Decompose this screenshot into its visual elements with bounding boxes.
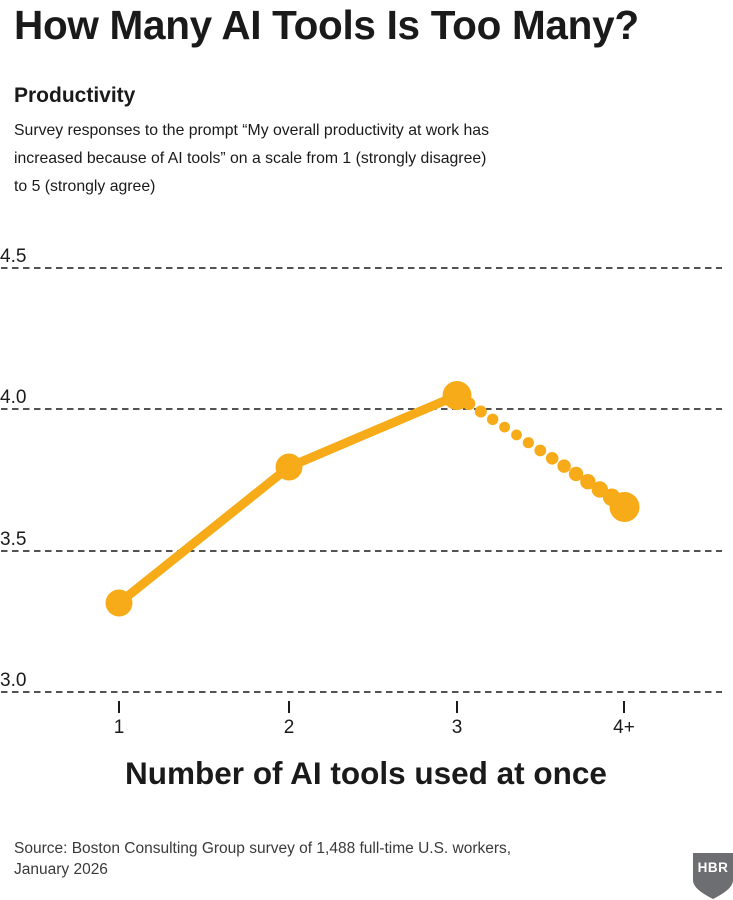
svg-text:4+: 4+ [613,717,635,738]
svg-text:2: 2 [284,717,295,738]
svg-text:HBR: HBR [698,860,729,875]
svg-text:1: 1 [114,717,125,738]
svg-text:3.5: 3.5 [0,529,26,550]
svg-text:4.5: 4.5 [0,246,26,267]
svg-text:3: 3 [452,717,463,738]
svg-text:4.0: 4.0 [0,387,26,408]
svg-text:3.0: 3.0 [0,670,26,691]
